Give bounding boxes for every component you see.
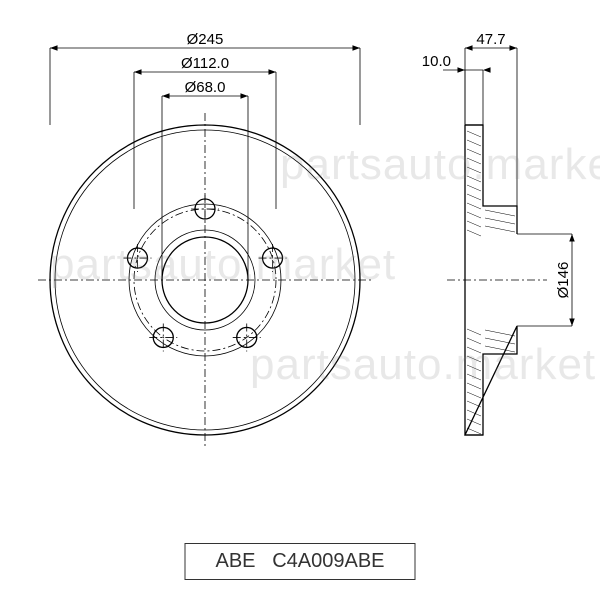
part-label: ABE C4A009ABE bbox=[185, 543, 416, 580]
svg-text:Ø146: Ø146 bbox=[555, 262, 572, 299]
svg-text:10.0: 10.0 bbox=[422, 53, 451, 70]
brand-text: ABE bbox=[216, 550, 256, 572]
svg-text:Ø112.0: Ø112.0 bbox=[181, 55, 229, 72]
svg-text:Ø68.0: Ø68.0 bbox=[185, 79, 226, 96]
technical-drawing: Ø245 Ø112.0 Ø68.0 10.0 47.7 Ø146 bbox=[0, 0, 600, 600]
svg-text:47.7: 47.7 bbox=[476, 31, 505, 48]
svg-text:Ø245: Ø245 bbox=[187, 31, 224, 48]
part-number: C4A009ABE bbox=[272, 550, 384, 572]
